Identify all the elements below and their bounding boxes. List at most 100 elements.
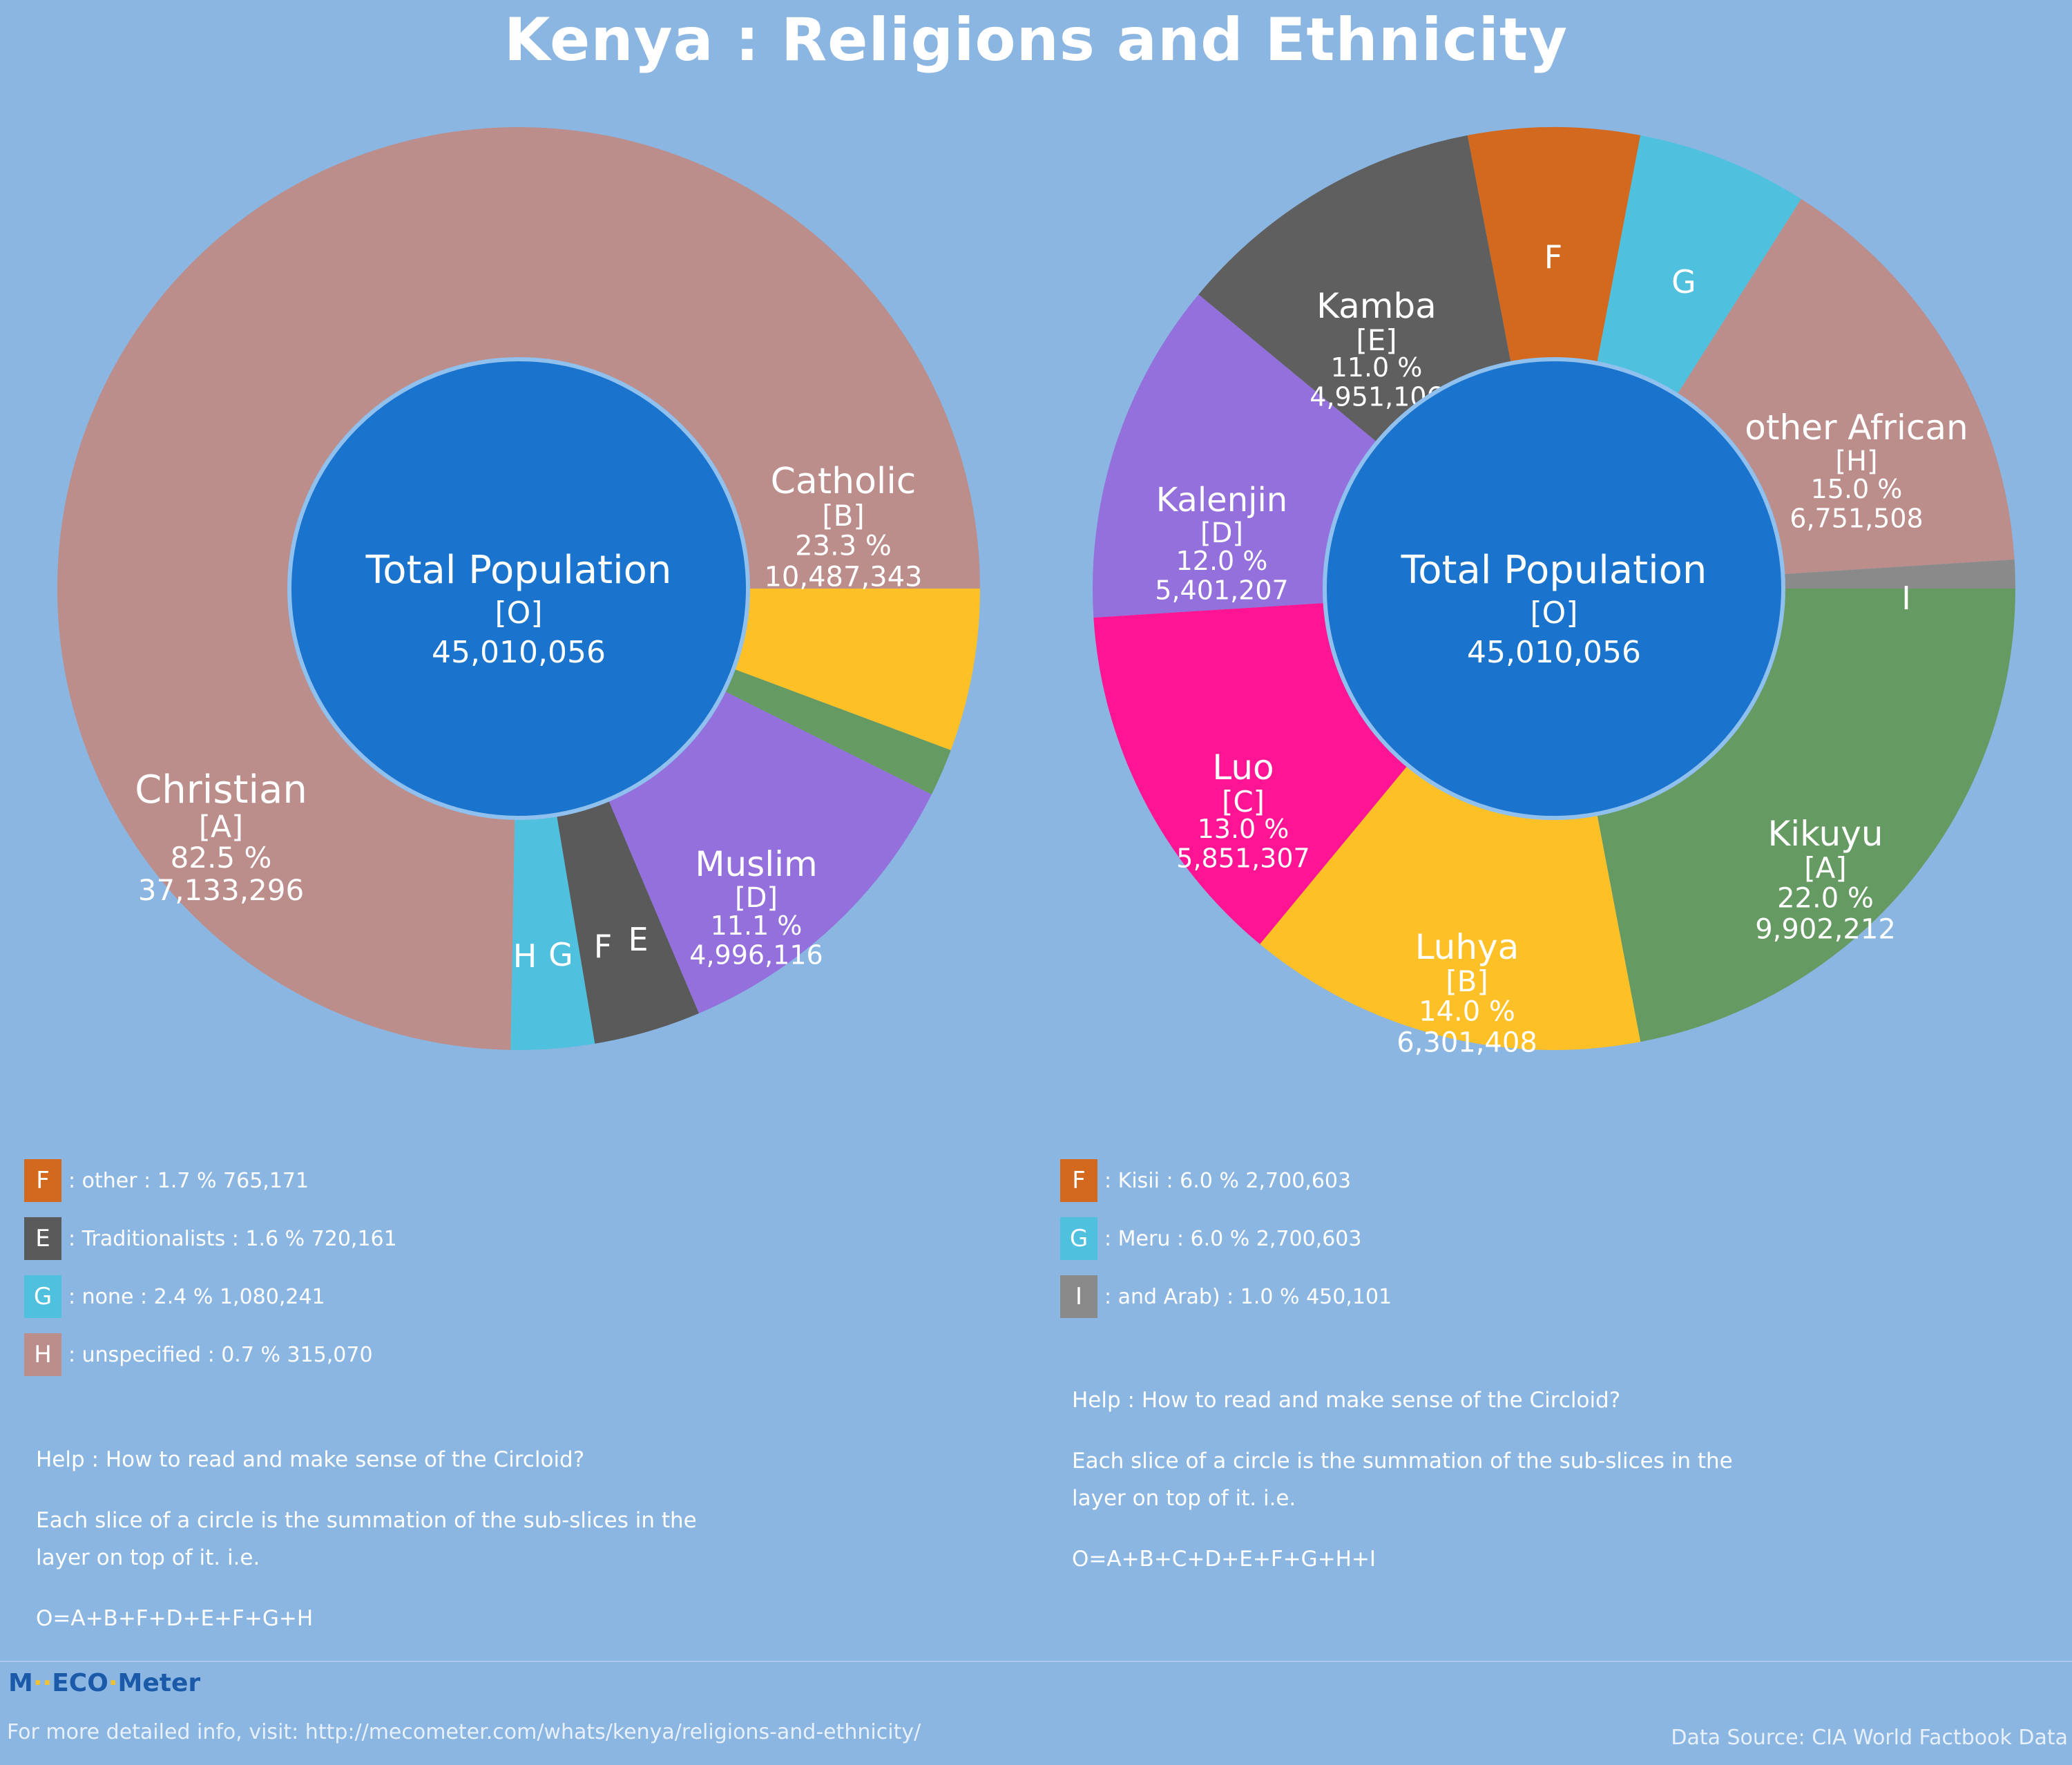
legend-item: F : other : 1.7 % 765,171 [24,1159,397,1202]
logo-text-m: M [8,1669,33,1697]
label-luo-line: 13.0 % [1198,814,1289,844]
religion-legend: F : other : 1.7 % 765,171 E : Traditionalis… [24,1159,397,1391]
label-catholic-line: Catholic [771,461,917,502]
ethnicity-legend: F : Kisii : 6.0 % 2,700,603 G : Meru : 6.0 … [1060,1159,1392,1333]
label-kamba-line: [E] [1356,323,1397,357]
legend-text: : Meru : 6.0 % 2,700,603 [1104,1226,1362,1251]
label-kalenjin-line: [D] [1200,517,1243,549]
footer-divider [0,1661,2072,1662]
ethnicity-slice-other-african[interactable] [1676,198,2015,575]
legend-swatch: F [1060,1159,1097,1202]
small-slice-label: F [594,928,612,965]
label-luhya-line: Luhya [1415,927,1519,967]
label-muslim-line: 4,996,116 [689,940,823,971]
small-slice-label: I [1901,580,1911,617]
label-christian-line: Christian [135,767,307,812]
label-luo-line: 5,851,307 [1176,843,1310,874]
religion-help: Help : How to read and make sense of the… [36,1441,713,1661]
center-label: Total Population [1401,548,1707,593]
legend-swatch: G [24,1275,61,1318]
label-other-african-line: other African [1745,408,1968,448]
center-label: Total Population [365,548,672,593]
center-value: 45,010,056 [432,635,606,670]
label-christian-line: 37,133,296 [138,873,304,907]
small-slice-label: H [513,937,537,975]
ethnicity-center-circle [1323,357,1785,820]
religion-slice-traditionalists[interactable] [556,799,700,1044]
label-luo-line: Luo [1212,747,1274,788]
help-formula: O=A+B+C+D+E+F+G+H+I [1072,1547,1376,1572]
legend-swatch: E [24,1217,61,1260]
data-source: Data Source: CIA World Factbook Data [1671,1726,2068,1750]
label-kalenjin-line: Kalenjin [1156,481,1287,519]
legend-text: : unspecified : 0.7 % 315,070 [68,1342,373,1367]
label-kikuyu-line: Kikuyu [1767,814,1883,854]
help-explanation: Each slice of a circle is the summation … [36,1508,697,1570]
legend-item: F : Kisii : 6.0 % 2,700,603 [1060,1159,1392,1202]
center-code: [O] [1531,595,1578,631]
ethnicity-slice-luo[interactable] [1093,602,1408,944]
center-code: [O] [495,595,543,631]
legend-swatch: G [1060,1217,1097,1260]
label-kikuyu-line: [A] [1804,851,1847,885]
religion-slice-sub-2[interactable] [724,669,951,795]
label-luhya-line: [B] [1446,964,1488,998]
label-muslim-line: [D] [735,882,778,914]
religion-slice-muslim[interactable] [608,691,932,1013]
label-catholic-line: 23.3 % [795,531,892,562]
label-catholic-line: [B] [822,499,865,533]
legend-text: : other : 1.7 % 765,171 [68,1168,309,1193]
label-other-african-line: [H] [1835,446,1877,477]
label-kikuyu-line: 9,902,212 [1755,913,1896,945]
help-explanation: Each slice of a circle is the summation … [1072,1449,1733,1511]
legend-item: G : Meru : 6.0 % 2,700,603 [1060,1217,1392,1260]
legend-text: : and Arab) : 1.0 % 450,101 [1104,1284,1392,1309]
label-kalenjin-line: 5,401,207 [1155,575,1288,606]
help-question: Help : How to read and make sense of the… [1072,1388,1621,1413]
religion-center-circle [287,357,750,820]
ethnicity-slice-luhya[interactable] [1260,765,1641,1051]
legend-item: H : unspecified : 0.7 % 315,070 [24,1333,397,1376]
logo-text-meter: Meter [117,1669,201,1697]
ethnicity-slice-kalenjin[interactable] [1093,294,1378,618]
label-kamba-line: Kamba [1316,286,1437,326]
center-value: 45,010,056 [1467,635,1641,670]
legend-item: G : none : 2.4 % 1,080,241 [24,1275,397,1318]
label-luo-line: [C] [1222,785,1265,819]
legend-swatch: H [24,1333,61,1376]
label-muslim-line: 11.1 % [711,910,803,941]
label-other-african-line: 15.0 % [1811,474,1903,504]
label-christian-line: [A] [199,809,243,844]
label-kikuyu-line: 22.0 % [1777,883,1874,915]
religion-slice-sub-1[interactable] [733,589,980,750]
label-luhya-line: 6,301,408 [1397,1027,1537,1058]
legend-item: E : Traditionalists : 1.6 % 720,161 [24,1217,397,1260]
label-other-african-line: 6,751,508 [1790,504,1923,534]
label-kamba-line: 11.0 % [1331,352,1423,383]
page-title: Kenya : Religions and Ethnicity [503,6,1569,75]
legend-text: : Traditionalists : 1.6 % 720,161 [68,1226,397,1251]
ethnicity-slice-kikuyu[interactable] [1597,589,2015,1042]
label-christian-line: 82.5 % [171,841,272,875]
legend-text: : none : 2.4 % 1,080,241 [68,1284,325,1309]
ethnicity-slice-kamba[interactable] [1198,135,1511,443]
mecometer-logo[interactable]: M··ECO·Meter [8,1669,201,1697]
small-slice-label: G [1671,263,1696,300]
ethnicity-slice-and-arab-[interactable] [1783,560,2015,589]
religion-slice-christian[interactable] [57,126,981,1050]
small-slice-label: F [1544,238,1562,276]
label-muslim-line: Muslim [695,844,817,884]
legend-swatch: F [24,1159,61,1202]
small-slice-label: G [548,936,573,973]
help-question: Help : How to read and make sense of the… [36,1447,585,1472]
ethnicity-slice-kisii[interactable] [1467,127,1641,363]
label-luhya-line: 14.0 % [1419,996,1515,1028]
ethnicity-help: Help : How to read and make sense of the… [1072,1382,1749,1601]
label-catholic-line: 10,487,343 [764,561,922,593]
footer-info-link[interactable]: For more detailed info, visit: http://me… [7,1720,921,1744]
legend-text: : Kisii : 6.0 % 2,700,603 [1104,1168,1352,1193]
religion-slice-none[interactable] [510,814,595,1051]
ethnicity-slice-meru[interactable] [1597,135,1801,395]
legend-swatch: I [1060,1275,1097,1318]
